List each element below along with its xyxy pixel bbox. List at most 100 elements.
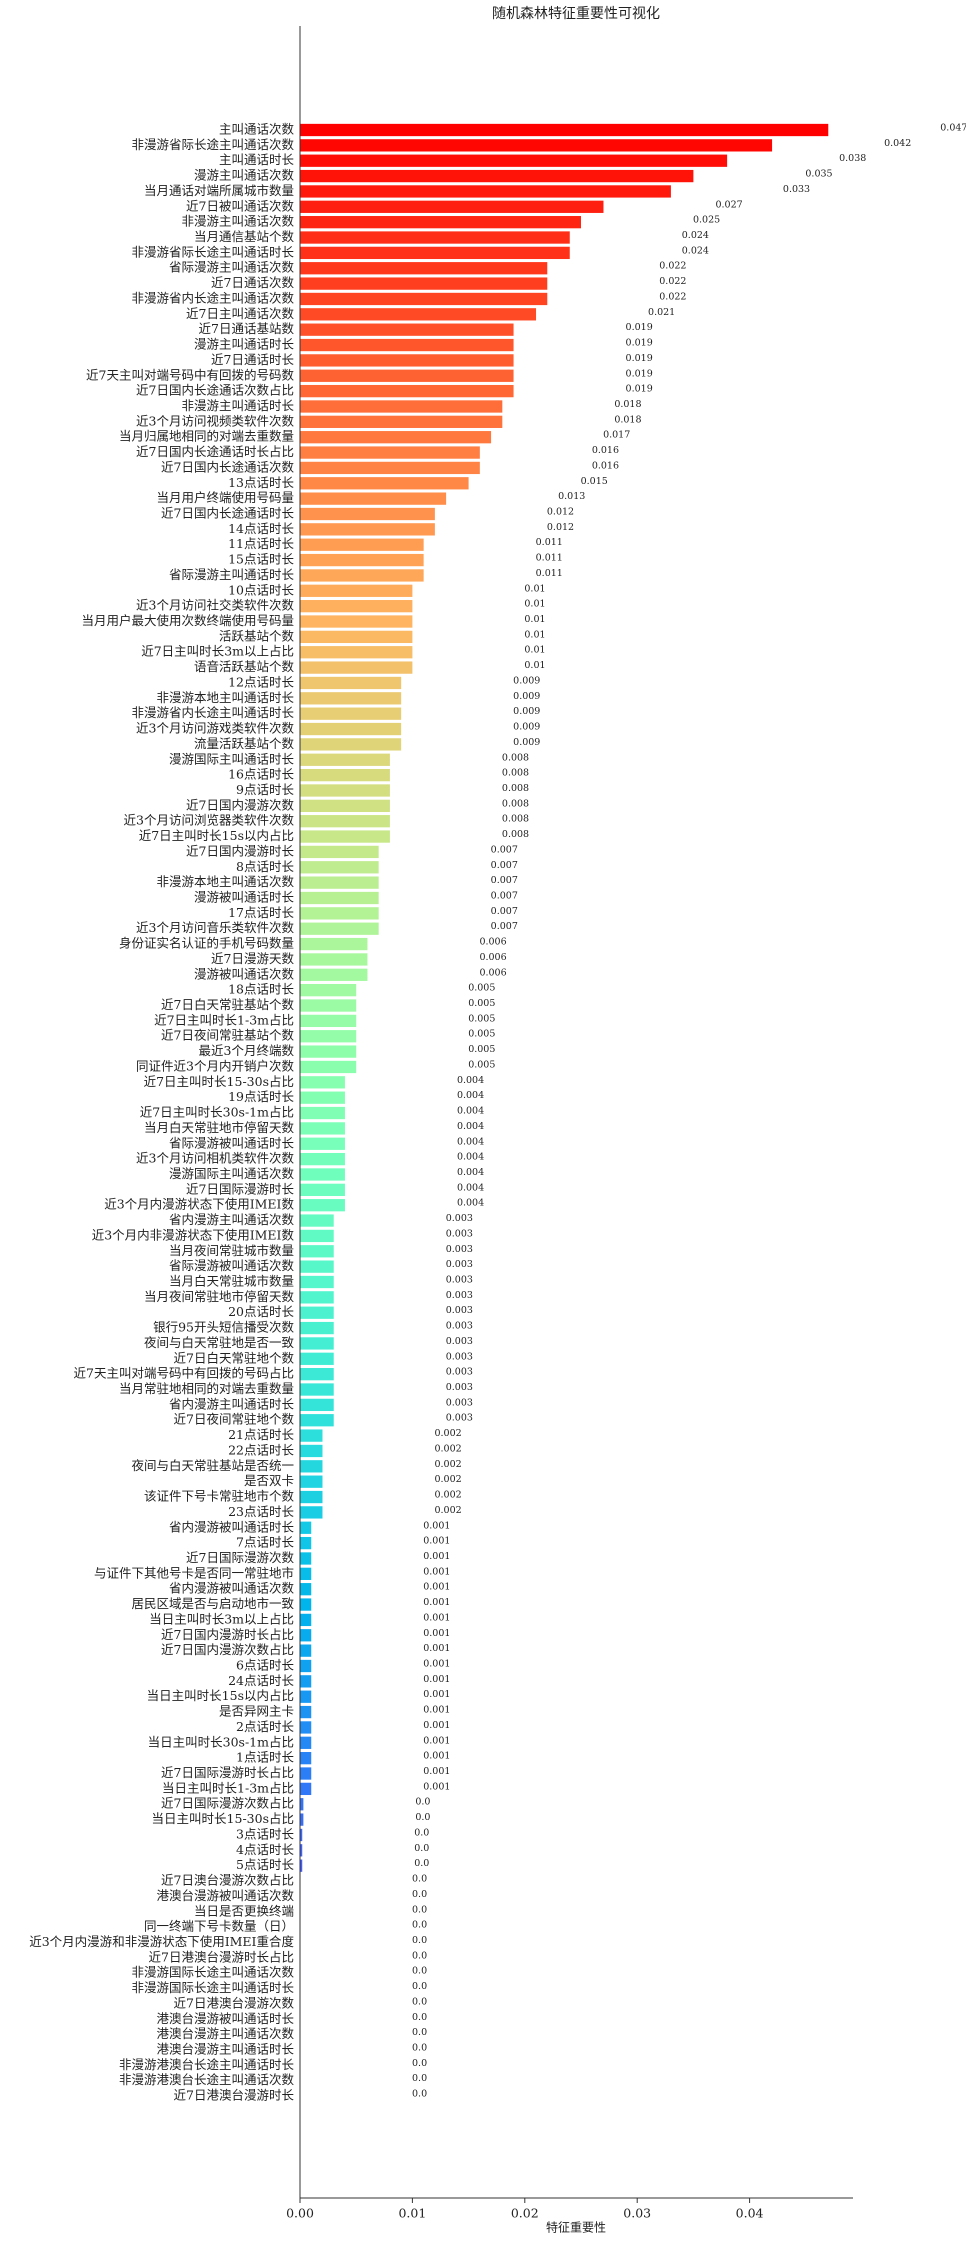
value-label: 0.0	[412, 2073, 427, 2084]
y-tick-label: 是否双卡	[244, 1473, 294, 1488]
bar	[300, 477, 469, 490]
value-label: 0.005	[468, 983, 495, 994]
value-label: 0.019	[626, 338, 653, 349]
value-label: 0.009	[513, 691, 540, 702]
bar	[300, 1659, 312, 1673]
value-label: 0.004	[457, 1106, 484, 1117]
value-label: 0.006	[479, 967, 506, 978]
y-tick-label: 银行95开头短信播受次数	[153, 1320, 294, 1335]
bar	[300, 1275, 334, 1289]
value-label: 0.001	[423, 1751, 450, 1762]
y-tick-label: 近7日通话时长	[211, 352, 294, 367]
y-tick-label: 近7日澳台漫游次数占比	[161, 1873, 294, 1888]
value-label: 0.002	[434, 1443, 461, 1454]
y-tick-label: 主叫通话时长	[219, 152, 295, 167]
y-tick-label: 2点话时长	[236, 1719, 294, 1734]
y-tick-label: 16点话时长	[228, 767, 294, 782]
bar	[300, 1690, 312, 1703]
value-label: 0.004	[457, 1075, 484, 1086]
y-tick-label: 近7日国内漫游时长	[186, 843, 294, 858]
bar	[300, 1536, 312, 1550]
value-label: 0.002	[434, 1474, 461, 1485]
bar	[300, 384, 514, 398]
value-label: 0.0	[412, 1889, 427, 1900]
bar	[300, 1490, 323, 1504]
bar	[300, 154, 728, 167]
y-tick-label: 省内漫游被叫通话次数	[169, 1581, 295, 1596]
bar	[300, 1414, 334, 1427]
y-tick-label: 1点话时长	[236, 1750, 294, 1765]
y-tick-label: 夜间与白天常驻地是否一致	[144, 1335, 295, 1350]
bar	[300, 262, 548, 275]
y-tick-label: 当日是否更换终端	[194, 1903, 294, 1918]
bar	[300, 922, 379, 935]
chart-title: 随机森林特征重要性可视化	[492, 6, 660, 22]
value-label: 0.0	[415, 1797, 430, 1808]
y-tick-label: 当月常驻地相同的对端去重数量	[119, 1381, 294, 1396]
y-tick-label: 9点话时长	[236, 782, 294, 797]
y-tick-label: 同一终端下号卡数量（日）	[144, 1919, 294, 1934]
value-label: 0.024	[682, 245, 709, 256]
value-label: 0.001	[423, 1735, 450, 1746]
bar	[300, 277, 548, 290]
value-label: 0.005	[468, 1029, 495, 1040]
value-label: 0.008	[502, 814, 529, 825]
value-label: 0.019	[626, 384, 653, 395]
y-tick-label: 12点话时长	[228, 674, 294, 689]
y-tick-label: 漫游被叫通话次数	[194, 966, 295, 981]
y-tick-label: 非漫游主叫通话次数	[181, 214, 294, 229]
bar	[300, 1721, 312, 1734]
value-label: 0.01	[524, 583, 545, 594]
y-tick-label: 近7日主叫时长30s-1m占比	[140, 1105, 294, 1120]
value-label: 0.003	[446, 1351, 473, 1362]
bar	[300, 338, 514, 352]
y-tick-label: 近7日国际漫游时长占比	[161, 1765, 294, 1780]
bar	[300, 1245, 334, 1258]
y-tick-label: 近7日港澳台漫游时长占比	[149, 1949, 294, 1964]
x-tick-label: 0.04	[736, 2206, 764, 2221]
bar	[300, 1030, 357, 1043]
y-tick-label: 省际漫游被叫通话次数	[169, 1258, 295, 1273]
bar	[300, 1767, 312, 1780]
bar	[300, 231, 570, 244]
bar	[300, 1813, 304, 1826]
value-label: 0.002	[434, 1428, 461, 1439]
bar	[300, 953, 368, 966]
value-label: 0.009	[513, 675, 540, 686]
bar	[300, 1321, 334, 1335]
value-label: 0.001	[423, 1628, 450, 1639]
y-tick-label: 近7日国际漫游次数	[186, 1550, 294, 1565]
y-tick-label: 14点话时长	[228, 521, 294, 536]
y-tick-label: 非漫游国际长途主叫通话时长	[131, 1980, 294, 1995]
value-label: 0.007	[491, 844, 518, 855]
y-tick-label: 5点话时长	[236, 1857, 294, 1872]
bar	[300, 1598, 312, 1611]
value-label: 0.021	[648, 307, 675, 318]
bar	[300, 1613, 312, 1627]
bar	[300, 600, 413, 613]
value-label: 0.003	[446, 1397, 473, 1408]
y-tick-label: 流量活跃基站个数	[194, 736, 295, 751]
y-tick-label: 近7日白天常驻地个数	[174, 1350, 295, 1365]
value-label: 0.047	[940, 123, 966, 134]
bar	[300, 1506, 323, 1519]
value-label: 0.011	[536, 553, 563, 564]
y-tick-label: 非漫游港澳台长途主叫通话次数	[119, 2072, 295, 2087]
bar	[300, 1736, 312, 1749]
y-tick-label: 21点话时长	[228, 1427, 294, 1442]
y-tick-label: 近7天主叫对端号码中有回拨的号码占比	[74, 1366, 294, 1381]
value-label: 0.007	[491, 921, 518, 932]
value-label: 0.002	[434, 1459, 461, 1470]
value-label: 0.006	[479, 952, 506, 963]
bar	[300, 937, 368, 951]
bar	[300, 753, 390, 766]
value-label: 0.001	[423, 1536, 450, 1547]
y-tick-label: 身份证实名认证的手机号码数量	[119, 936, 294, 951]
value-label: 0.001	[423, 1597, 450, 1608]
y-tick-label: 同证件近3个月内开销户次数	[136, 1058, 294, 1073]
bar	[300, 1429, 323, 1442]
y-tick-label: 近7日主叫通话次数	[186, 306, 294, 321]
bar	[300, 200, 604, 213]
bar	[300, 768, 390, 782]
